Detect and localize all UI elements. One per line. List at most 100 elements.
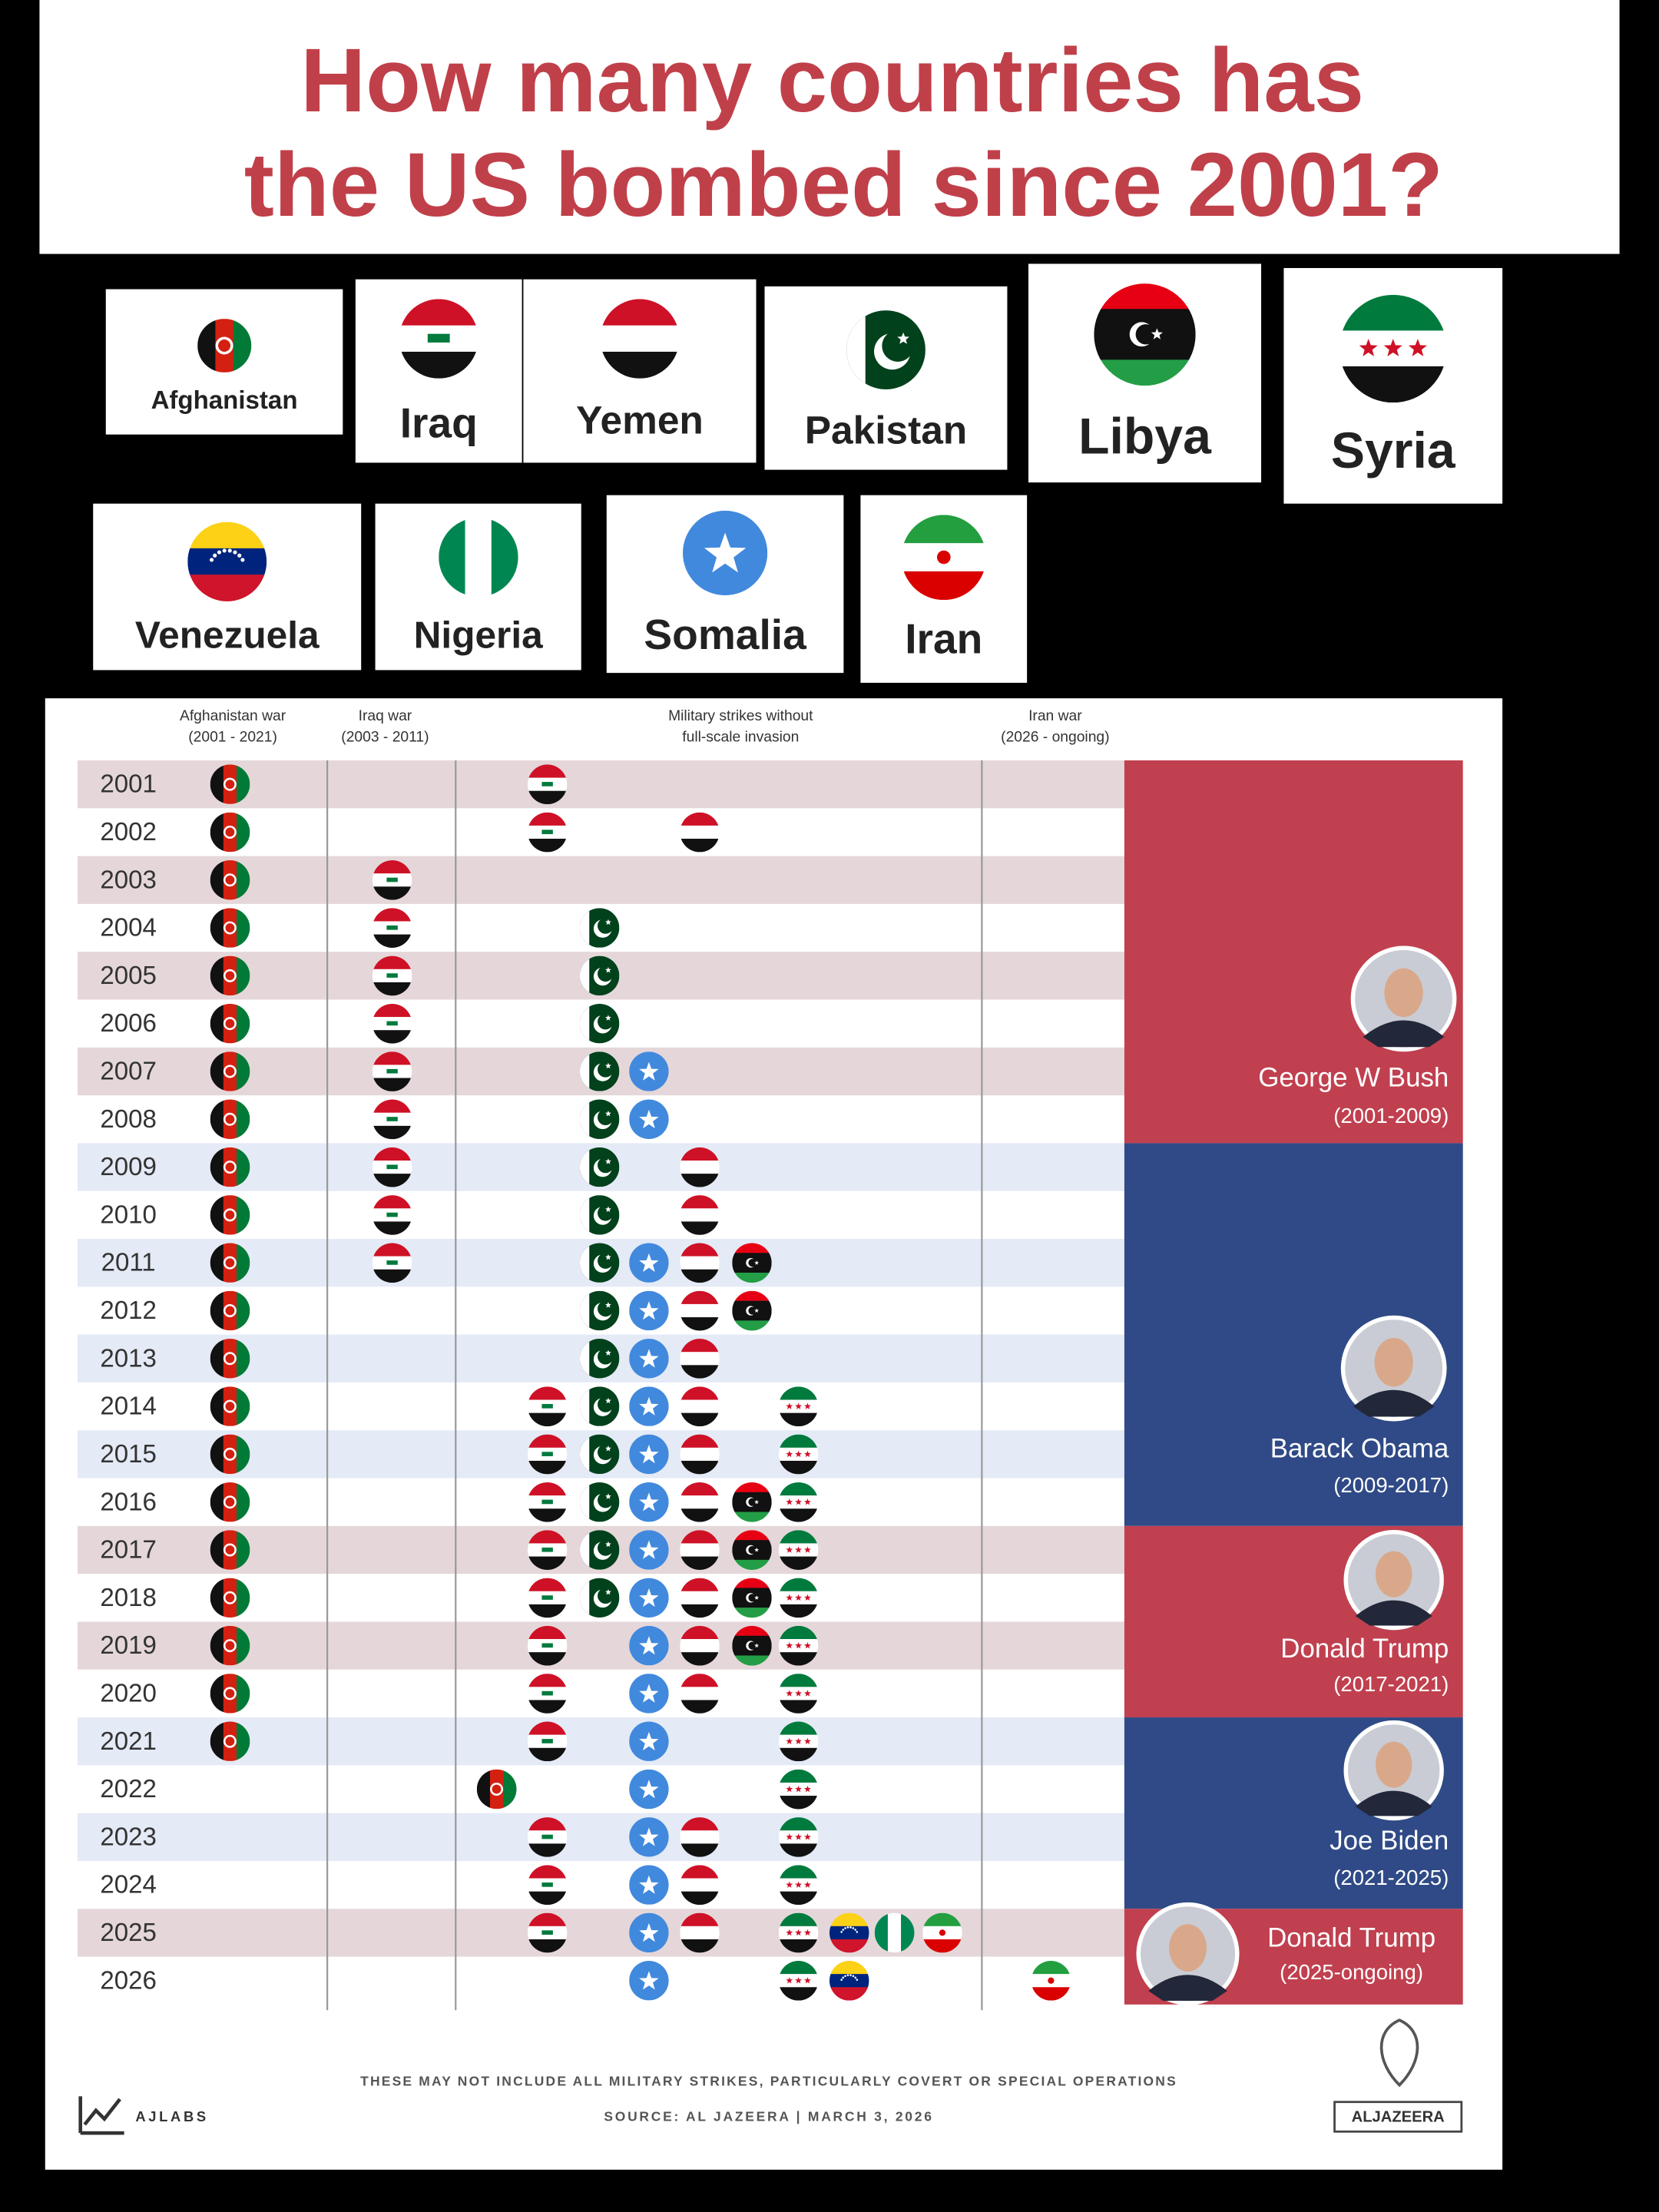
flag-stripe: [476, 1769, 491, 1810]
year-label: 2012: [100, 1296, 157, 1325]
flag-stripe: [680, 1674, 720, 1687]
aljazeera-emblem: [1379, 2018, 1419, 2088]
flag-stripe: [210, 1339, 224, 1379]
legend-flag: [1339, 294, 1447, 403]
flag-emblem: [803, 1785, 811, 1793]
flag-stripe: [527, 1891, 568, 1906]
flag-emblem: [605, 1349, 611, 1356]
strike-flag: [778, 1482, 819, 1522]
flag-emblem: [803, 1977, 811, 1984]
flag-stripe: [236, 1434, 250, 1475]
flag-stripe: [680, 839, 720, 853]
flag-stripe: [680, 1256, 720, 1270]
flag-stripe: [503, 1769, 517, 1810]
flag-stripe: [680, 1303, 720, 1318]
strike-flag: [372, 860, 412, 900]
flag-stripe: [372, 860, 412, 874]
flag-emblem: [386, 1164, 398, 1170]
flag-emblem: [639, 1971, 659, 1990]
flag-emblem: [795, 1594, 803, 1601]
flag-emblem: [748, 1641, 757, 1650]
flag-emblem: [795, 1881, 803, 1888]
portrait: [1343, 1529, 1444, 1631]
flag-emblem: [386, 973, 398, 978]
year-label: 2026: [100, 1966, 157, 1995]
strike-flag: [680, 1482, 720, 1522]
flag-stripe: [830, 1912, 869, 1927]
flag-stripe: [680, 1865, 720, 1879]
flag-stripe: [210, 812, 224, 853]
flag-stripe: [223, 1099, 237, 1139]
flag-stripe: [527, 1939, 568, 1953]
flag-emblem: [386, 1068, 398, 1074]
flag-stripe: [236, 1386, 250, 1426]
aljazeera-logo: ALJAZEERA: [1352, 2108, 1445, 2125]
flag-stripe: [236, 955, 250, 996]
flag-stripe: [922, 1912, 962, 1927]
flag-stripe: [527, 1674, 568, 1687]
flag-stripe: [236, 1482, 250, 1522]
flag-emblem: [854, 1976, 857, 1979]
flag-stripe: [874, 1912, 889, 1953]
flag-emblem: [639, 1492, 659, 1512]
flag-stripe: [680, 1891, 720, 1906]
flag-stripe: [778, 1604, 819, 1618]
flag-stripe: [680, 1352, 720, 1366]
strike-flag: [527, 1721, 568, 1762]
flag-stripe: [210, 1099, 224, 1139]
flag-stripe: [680, 1482, 720, 1496]
flag-stripe: [778, 1578, 819, 1591]
portrait: [1340, 1315, 1447, 1422]
strike-flag: [579, 1051, 620, 1091]
flag-stripe: [236, 1051, 250, 1091]
column-header: (2026 - ongoing): [1001, 730, 1109, 746]
strike-flag: [210, 1625, 250, 1666]
strike-flag: [830, 1912, 869, 1953]
flag-emblem: [748, 1306, 757, 1315]
flag-stripe: [210, 860, 224, 900]
strike-flag: [372, 1243, 412, 1283]
flag-emblem: [748, 1545, 757, 1555]
flag-stripe: [1031, 1987, 1071, 2001]
year-label: 2025: [100, 1919, 157, 1947]
strike-flag: [629, 1578, 669, 1618]
flag-emblem: [842, 1976, 844, 1979]
strike-flag: [372, 1099, 412, 1140]
flag-emblem: [852, 1975, 855, 1978]
flag-stripe: [680, 1317, 720, 1331]
flag-emblem: [1048, 1977, 1055, 1984]
flag-emblem: [598, 1205, 614, 1221]
flag-stripe: [223, 1625, 237, 1666]
flag-stripe: [778, 1434, 819, 1449]
flag-emblem: [1383, 339, 1402, 356]
flag-stripe: [236, 1003, 250, 1044]
flag-emblem: [223, 1303, 237, 1317]
strike-flag: [778, 1530, 819, 1570]
flag-emblem: [803, 1881, 811, 1888]
legend-label: Pakistan: [805, 407, 967, 452]
flag-stripe: [223, 1243, 237, 1283]
flag-emblem: [541, 1499, 553, 1505]
row-band: [78, 1621, 1124, 1670]
flag-emblem: [754, 1499, 760, 1505]
flag-stripe: [527, 839, 568, 853]
flag-stripe: [778, 1843, 819, 1857]
flag-stripe: [830, 1939, 869, 1953]
row-band: [78, 1813, 1124, 1861]
flag-emblem: [748, 1594, 757, 1602]
strike-flag: [210, 1290, 250, 1331]
strike-flag: [680, 1530, 720, 1570]
flag-emblem: [541, 1595, 553, 1600]
strike-flag: [210, 1051, 250, 1091]
flag-emblem: [803, 1402, 811, 1409]
flag-stripe: [778, 1721, 819, 1735]
flag-stripe: [197, 319, 216, 373]
portrait-suit: [1355, 1600, 1432, 1626]
flag-emblem: [704, 532, 747, 573]
flag-emblem: [605, 919, 611, 926]
flag-stripe: [223, 1147, 237, 1187]
strike-flag: [210, 1003, 250, 1044]
flag-stripe: [223, 1578, 237, 1618]
flag-stripe: [527, 790, 568, 805]
